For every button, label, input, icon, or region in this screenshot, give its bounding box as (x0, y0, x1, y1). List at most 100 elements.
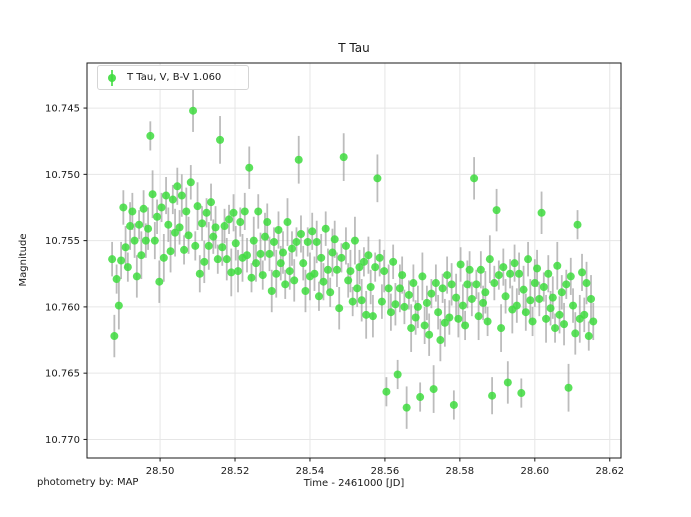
data-point (314, 292, 323, 301)
data-point (252, 259, 261, 268)
data-point (164, 220, 173, 229)
data-point (195, 269, 204, 278)
data-point (465, 265, 474, 274)
data-point (551, 324, 560, 333)
data-point (443, 271, 452, 280)
legend: T Tau, V, B-V 1.060 (97, 65, 249, 90)
data-point (346, 267, 355, 276)
y-tick-label: 10.770 (45, 435, 80, 446)
data-point (229, 208, 238, 217)
data-point (330, 235, 339, 244)
data-point (128, 207, 137, 216)
data-point (303, 237, 312, 246)
data-point (578, 268, 587, 277)
x-tick-label: 28.56 (371, 466, 400, 477)
y-tick-label: 10.745 (45, 104, 80, 115)
legend-errorbar-marker-icon (108, 69, 116, 86)
data-point (499, 263, 508, 272)
data-point (447, 280, 456, 289)
legend-marker-dot-icon (108, 73, 116, 82)
data-point (326, 288, 335, 297)
data-point (319, 277, 328, 286)
data-point (200, 257, 209, 266)
data-point (389, 257, 398, 266)
data-point (357, 296, 366, 305)
data-point (537, 208, 546, 217)
axes-frame (86, 62, 622, 459)
data-point (234, 267, 243, 276)
data-point (546, 304, 555, 313)
data-point (411, 313, 420, 322)
data-point (198, 219, 207, 228)
data-point (301, 286, 310, 295)
data-point (398, 271, 407, 280)
data-point (261, 232, 269, 241)
data-point (171, 228, 180, 237)
data-point (587, 294, 596, 303)
data-point (130, 236, 139, 245)
data-point (117, 256, 126, 265)
data-point (148, 190, 157, 199)
data-point (526, 296, 535, 305)
data-point (503, 378, 512, 387)
data-point (213, 255, 222, 264)
data-point (355, 263, 364, 272)
data-point (292, 237, 301, 246)
data-point (263, 218, 272, 227)
x-tick-label: 28.54 (296, 466, 325, 477)
data-point (256, 249, 265, 258)
data-point (544, 269, 553, 278)
x-tick-label: 28.52 (221, 466, 250, 477)
data-point (350, 236, 359, 245)
data-point (528, 317, 537, 326)
data-point (294, 155, 303, 164)
data-point (375, 253, 384, 262)
data-point (395, 284, 404, 293)
data-point (166, 247, 175, 256)
data-point (112, 275, 121, 284)
photometry-credit: photometry by: MAP (37, 477, 139, 488)
data-point (339, 153, 348, 162)
data-point (512, 301, 521, 310)
data-point (218, 243, 227, 252)
data-point (267, 286, 276, 295)
data-point (265, 249, 274, 258)
data-point (114, 301, 123, 310)
data-point (589, 317, 598, 326)
data-point (571, 329, 580, 338)
data-point (225, 215, 234, 224)
data-point (348, 297, 357, 306)
data-point (157, 203, 166, 212)
data-point (452, 293, 461, 302)
data-point (416, 393, 425, 402)
data-point (162, 191, 171, 200)
data-point (287, 244, 296, 253)
data-point (222, 255, 231, 264)
data-point (276, 259, 285, 268)
data-point (155, 277, 164, 286)
data-point (535, 294, 544, 303)
data-point (227, 268, 236, 277)
data-point (582, 279, 591, 288)
data-point (553, 261, 562, 270)
data-point (562, 280, 571, 289)
data-point (283, 218, 292, 227)
data-point (402, 403, 411, 412)
data-point (249, 236, 258, 245)
data-point (517, 389, 526, 398)
data-point (521, 308, 530, 317)
data-point (557, 288, 566, 297)
data-point (431, 279, 440, 288)
data-point (384, 284, 393, 293)
data-point (542, 314, 551, 323)
data-point (573, 220, 582, 229)
y-tick-label: 10.750 (45, 170, 80, 181)
x-tick-label: 28.60 (520, 466, 549, 477)
data-point (539, 283, 548, 292)
data-point (204, 241, 213, 250)
data-point (359, 257, 368, 266)
data-point (137, 251, 146, 260)
data-point (492, 206, 501, 215)
x-tick-label: 28.62 (595, 466, 624, 477)
